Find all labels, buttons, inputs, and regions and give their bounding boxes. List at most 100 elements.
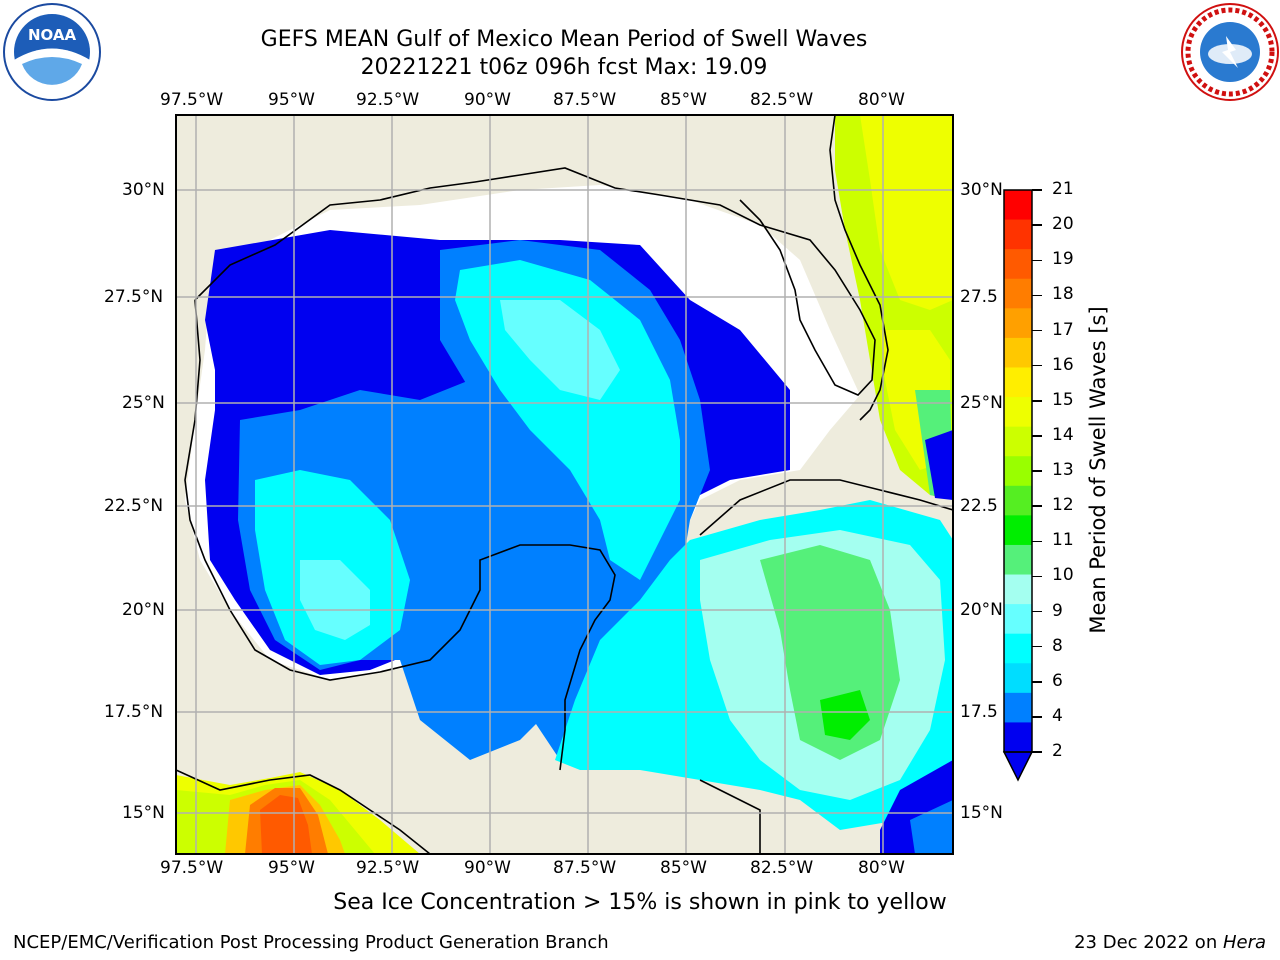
noaa-logo: NOAA xyxy=(2,2,102,102)
swell-6-8s-loop xyxy=(455,260,680,580)
colorbar xyxy=(1002,189,1034,782)
footer-date-text: 23 Dec 2022 on xyxy=(1074,932,1223,953)
colorbar-tick-mark xyxy=(1032,329,1042,332)
colorbar-tick-label: 21 xyxy=(1052,179,1074,199)
colorbar-tick-label: 6 xyxy=(1052,670,1063,691)
lat-label-left: 17.5°N xyxy=(104,702,164,722)
colorbar-tick-label: 17 xyxy=(1052,319,1074,340)
swell-2-4s-bahamas xyxy=(925,430,953,500)
colorbar-tick-mark xyxy=(1032,610,1042,613)
footer-date: 23 Dec 2022 on Hera xyxy=(1074,932,1266,953)
lon-label-bottom: 90°W xyxy=(464,858,511,878)
colorbar-tick-mark xyxy=(1032,400,1042,402)
nws-logo xyxy=(1180,2,1280,102)
colorbar-tick-label: 8 xyxy=(1052,635,1063,656)
colorbar-tick-label: 11 xyxy=(1052,530,1074,551)
colorbar-tick-label: 13 xyxy=(1052,460,1074,480)
colorbar-swatch xyxy=(1004,219,1032,250)
colorbar-tick-label: 10 xyxy=(1052,565,1074,586)
lon-label-top: 92.5°W xyxy=(356,90,420,110)
lat-label-left: 25°N xyxy=(122,393,165,413)
colorbar-label: Mean Period of Swell Waves [s] xyxy=(1086,306,1110,634)
colorbar-tick-label: 12 xyxy=(1052,495,1074,516)
colorbar-swatch xyxy=(1004,604,1032,635)
lat-label-left: 20°N xyxy=(122,600,165,620)
colorbar-tick-mark xyxy=(1032,505,1042,507)
lon-label-top: 80°W xyxy=(858,90,905,110)
lat-label-left: 22.5°N xyxy=(104,496,164,516)
map-title: GEFS MEAN Gulf of Mexico Mean Period of … xyxy=(260,27,868,52)
colorbar-swatch xyxy=(1004,278,1032,309)
colorbar-extend-arrow xyxy=(1002,751,1034,782)
swell-19-20s-pacific xyxy=(260,795,312,854)
colorbar-tick-mark xyxy=(1032,435,1042,437)
lon-label-top: 97.5°W xyxy=(160,90,224,110)
colorbar-swatch xyxy=(1004,544,1032,576)
colorbar-swatch xyxy=(1004,190,1032,221)
lon-label-top: 95°W xyxy=(268,90,315,110)
lon-label-bottom: 80°W xyxy=(858,858,905,878)
lon-label-top: 85°W xyxy=(660,90,707,110)
colorbar-swatch xyxy=(1004,397,1032,428)
lon-label-bottom: 85°W xyxy=(660,858,707,878)
colorbar-tick-mark xyxy=(1032,575,1042,578)
colorbar-tick-label: 18 xyxy=(1052,284,1074,305)
colorbar-swatch xyxy=(1004,515,1032,546)
colorbar-tick-mark xyxy=(1032,294,1042,297)
lon-label-top: 87.5°W xyxy=(553,90,617,110)
coastlines xyxy=(176,115,953,854)
colorbar-swatch xyxy=(1004,367,1032,398)
colorbar-tick-mark xyxy=(1032,716,1042,718)
colorbar-tick-mark xyxy=(1032,540,1042,542)
lat-label-right: 25°N xyxy=(960,393,1003,413)
graticule xyxy=(176,115,953,854)
colorbar-swatch xyxy=(1004,456,1032,487)
colorbar-swatch xyxy=(1004,722,1032,753)
colorbar-tick-mark xyxy=(1032,681,1042,683)
colorbar-tick-label: 14 xyxy=(1052,424,1074,445)
sea-ice-note: Sea Ice Concentration > 15% is shown in … xyxy=(333,890,947,915)
colorbar-tick-label: 19 xyxy=(1052,249,1074,270)
lon-label-top: 90°W xyxy=(464,90,511,110)
colorbar-swatch xyxy=(1004,426,1032,457)
footer-host: Hera xyxy=(1222,932,1266,953)
lat-label-right: 17.5 xyxy=(960,702,998,722)
colorbar-tick-label: 4 xyxy=(1052,705,1063,726)
colorbar-swatch xyxy=(1004,308,1032,339)
colorbar-tick-mark xyxy=(1032,645,1042,648)
colorbar-tick-mark xyxy=(1032,224,1042,226)
colorbar-tick-mark xyxy=(1032,751,1042,753)
lat-label-right: 30°N xyxy=(960,180,1003,200)
lat-label-right: 22.5 xyxy=(960,496,998,516)
map-subtitle: 20221221 t06z 096h fcst Max: 19.09 xyxy=(360,55,768,80)
lat-label-right: 27.5 xyxy=(960,287,998,307)
lat-label-right: 15°N xyxy=(960,803,1003,823)
lat-label-left: 30°N xyxy=(122,180,165,200)
colorbar-swatch xyxy=(1004,337,1032,369)
lon-label-bottom: 82.5°W xyxy=(750,858,814,878)
svg-text:NOAA: NOAA xyxy=(28,26,77,44)
lon-label-bottom: 97.5°W xyxy=(160,858,224,878)
lat-label-right: 20°N xyxy=(960,600,1003,620)
colorbar-tick-label: 20 xyxy=(1052,214,1074,235)
footer-credit: NCEP/EMC/Verification Post Processing Pr… xyxy=(13,932,609,953)
colorbar-swatch xyxy=(1004,249,1032,280)
swell-10-11s-caribbean xyxy=(820,690,870,740)
lat-label-left: 15°N xyxy=(122,803,165,823)
map-frame xyxy=(175,114,954,855)
colorbar-swatch xyxy=(1004,633,1032,664)
lat-label-left: 27.5°N xyxy=(104,287,164,307)
colorbar-tick-mark xyxy=(1032,189,1042,191)
colorbar-tick-mark xyxy=(1032,364,1042,367)
lon-label-bottom: 92.5°W xyxy=(356,858,420,878)
colorbar-tick-label: 15 xyxy=(1052,389,1074,410)
lon-label-bottom: 87.5°W xyxy=(553,858,617,878)
colorbar-swatch xyxy=(1004,485,1032,516)
lon-label-top: 82.5°W xyxy=(750,90,814,110)
colorbar-tick-mark xyxy=(1032,259,1042,261)
lon-label-bottom: 95°W xyxy=(268,858,315,878)
swell-8-9s-campeche xyxy=(300,560,370,640)
swell-8-9s-loop xyxy=(500,300,620,400)
colorbar-swatch xyxy=(1004,692,1032,724)
